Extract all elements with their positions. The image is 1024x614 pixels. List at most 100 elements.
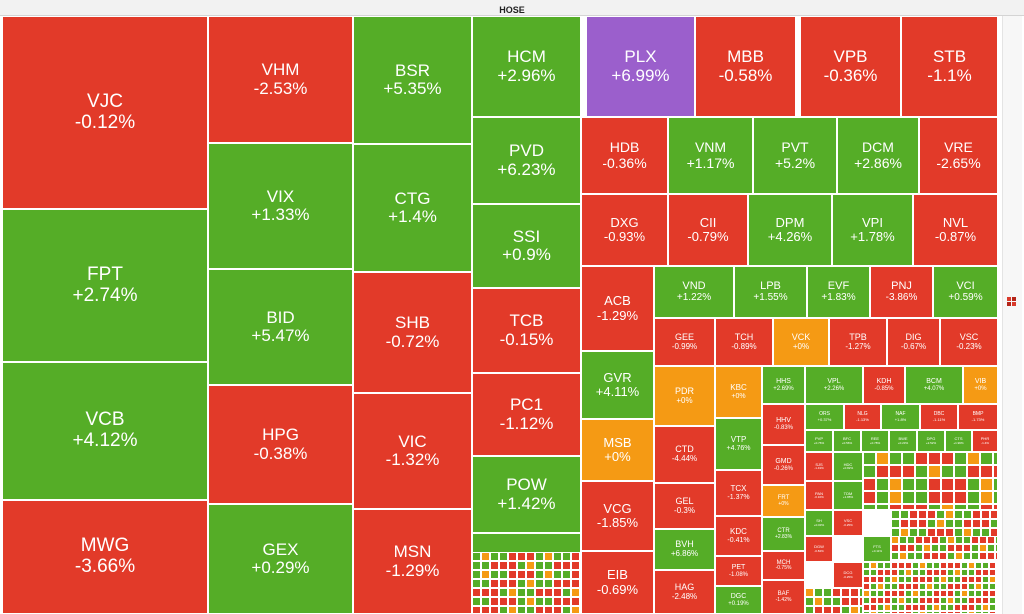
small-cap-tile[interactable] <box>980 491 993 504</box>
small-cap-tile[interactable] <box>972 510 981 519</box>
small-cap-tile[interactable] <box>580 570 582 579</box>
stock-tile-kbc[interactable]: KBC +0% <box>715 366 762 418</box>
small-cap-tile[interactable] <box>508 570 517 579</box>
small-cap-tile[interactable] <box>859 597 863 606</box>
small-cap-tile[interactable] <box>877 569 884 576</box>
small-cap-tile[interactable] <box>823 597 832 606</box>
small-cap-tile[interactable] <box>898 562 905 569</box>
small-cap-tile[interactable] <box>915 452 928 465</box>
small-cap-tile[interactable] <box>472 561 481 570</box>
small-cap-tile[interactable] <box>919 597 926 604</box>
small-cap-tile[interactable] <box>989 562 996 569</box>
small-cap-tile[interactable] <box>863 590 870 597</box>
small-cap-tile[interactable] <box>580 588 582 597</box>
small-cap-tile[interactable] <box>517 570 526 579</box>
stock-tile-vjc[interactable]: VJC -0.12% <box>2 16 208 209</box>
small-cap-tile[interactable] <box>941 478 954 491</box>
small-cap-tile[interactable] <box>823 588 832 597</box>
small-cap-tile[interactable] <box>891 590 898 597</box>
small-cap-tile[interactable] <box>863 491 876 504</box>
small-cap-tile[interactable] <box>889 504 902 510</box>
small-cap-tile[interactable] <box>919 562 926 569</box>
stock-tile-dig[interactable]: DIG -0.67% <box>887 318 940 366</box>
small-cap-tile[interactable] <box>954 597 961 604</box>
stock-tile-nvl[interactable]: NVL -0.87% <box>913 194 998 266</box>
small-cap-tile[interactable] <box>940 562 947 569</box>
stock-tile-tch[interactable]: TCH -0.89% <box>715 318 773 366</box>
small-cap-tile[interactable] <box>982 590 989 597</box>
small-cap-tile[interactable] <box>877 604 884 611</box>
stock-tile-mwg[interactable]: MWG -3.66% <box>2 500 208 614</box>
stock-tile-pan[interactable]: PAN -0.16% <box>805 481 833 510</box>
stock-tile-bsr[interactable]: BSR +5.35% <box>353 16 472 144</box>
stock-tile-pvp[interactable]: PVP +0.76% <box>805 430 833 452</box>
small-cap-tile[interactable] <box>996 597 998 604</box>
small-cap-tile[interactable] <box>870 597 877 604</box>
stock-tile-dbc[interactable]: DBC -1.11% <box>920 404 958 430</box>
small-cap-tile[interactable] <box>902 504 915 510</box>
small-cap-tile[interactable] <box>850 606 859 614</box>
small-cap-tile[interactable] <box>915 552 923 560</box>
stock-tile-hdb[interactable]: HDB -0.36% <box>581 117 668 194</box>
small-cap-tile[interactable] <box>979 552 987 560</box>
small-cap-tile[interactable] <box>923 552 931 560</box>
small-cap-tile[interactable] <box>481 597 490 606</box>
small-cap-tile[interactable] <box>850 588 859 597</box>
small-cap-tile[interactable] <box>968 562 975 569</box>
small-cap-tile[interactable] <box>898 597 905 604</box>
small-cap-tile[interactable] <box>923 544 931 552</box>
small-cap-tile[interactable] <box>870 576 877 583</box>
stock-tile-shb[interactable]: SHB -0.72% <box>353 272 472 393</box>
small-cap-tile[interactable] <box>580 606 582 614</box>
small-cap-tile[interactable] <box>954 504 967 510</box>
stock-tile-hcm[interactable]: HCM +2.96% <box>472 16 581 117</box>
stock-tile-evf[interactable]: EVF +1.83% <box>807 266 870 318</box>
small-cap-tile[interactable] <box>947 544 955 552</box>
small-cap-tile[interactable] <box>912 569 919 576</box>
stock-tile-kdh[interactable]: KDH -0.85% <box>863 366 905 404</box>
small-cap-tile[interactable] <box>912 576 919 583</box>
small-cap-tile[interactable] <box>926 562 933 569</box>
stock-tile-hag[interactable]: HAG -2.48% <box>654 570 715 614</box>
small-cap-tile[interactable] <box>987 560 995 562</box>
stock-tile-lpb[interactable]: LPB +1.55% <box>734 266 807 318</box>
small-cap-tile[interactable] <box>968 569 975 576</box>
stock-tile-hhv[interactable]: HHV -0.83% <box>762 404 805 445</box>
small-cap-tile[interactable] <box>884 562 891 569</box>
small-cap-tile[interactable] <box>909 510 918 519</box>
stock-tile-fpt[interactable]: FPT +2.74% <box>2 209 208 362</box>
small-cap-tile[interactable] <box>863 576 870 583</box>
stock-tile-dcg[interactable]: DCG -0.25% <box>833 562 863 588</box>
small-cap-tile[interactable] <box>926 583 933 590</box>
small-cap-tile[interactable] <box>928 478 941 491</box>
small-cap-tile[interactable] <box>544 570 553 579</box>
small-cap-tile[interactable] <box>918 510 927 519</box>
small-cap-tile[interactable] <box>923 560 931 562</box>
small-cap-tile[interactable] <box>870 590 877 597</box>
small-cap-tile[interactable] <box>889 478 902 491</box>
small-cap-tile[interactable] <box>508 588 517 597</box>
small-cap-tile[interactable] <box>870 604 877 611</box>
small-cap-tile[interactable] <box>562 597 571 606</box>
small-cap-tile[interactable] <box>863 583 870 590</box>
small-cap-tile[interactable] <box>472 552 481 561</box>
small-cap-tile[interactable] <box>915 465 928 478</box>
small-cap-tile[interactable] <box>900 519 909 528</box>
small-cap-tile[interactable] <box>472 570 481 579</box>
small-cap-tile[interactable] <box>526 552 535 561</box>
small-cap-tile[interactable] <box>863 562 870 569</box>
small-cap-tile[interactable] <box>891 597 898 604</box>
small-cap-tile[interactable] <box>989 590 996 597</box>
stock-tile-mch[interactable]: MCH -0.75% <box>762 551 805 580</box>
stock-tile-vnm[interactable]: VNM +1.17% <box>668 117 753 194</box>
small-cap-tile[interactable] <box>899 544 907 552</box>
small-cap-tile[interactable] <box>915 504 928 510</box>
stock-tile-pvt[interactable]: PVT +5.2% <box>753 117 837 194</box>
small-cap-tile[interactable] <box>571 597 580 606</box>
small-cap-tile[interactable] <box>472 606 481 614</box>
stock-tile-dcm[interactable]: DCM +2.86% <box>837 117 919 194</box>
small-cap-tile[interactable] <box>940 604 947 611</box>
small-cap-tile[interactable] <box>955 536 963 544</box>
small-cap-tile[interactable] <box>963 510 972 519</box>
small-cap-tile[interactable] <box>553 606 562 614</box>
